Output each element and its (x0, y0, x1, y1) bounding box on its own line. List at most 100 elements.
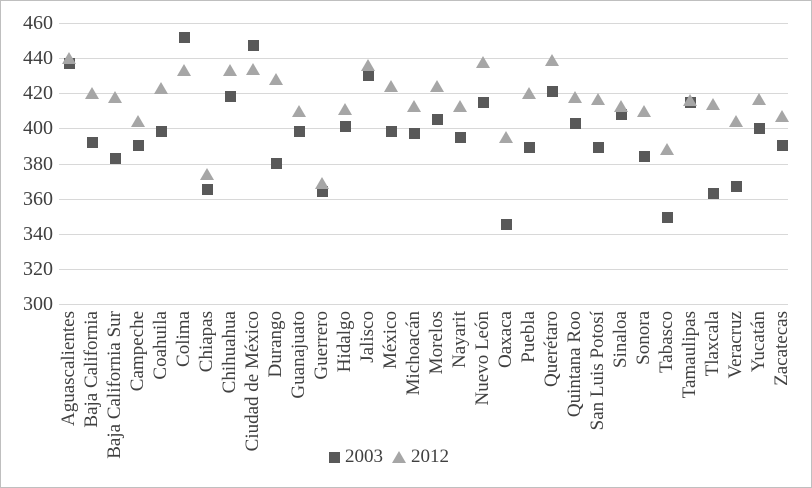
gridline (59, 128, 788, 130)
data-point-square-2003 (753, 122, 765, 134)
data-point-square-2003 (86, 136, 98, 148)
data-point-square-2003 (546, 85, 558, 97)
y-tick-label: 440 (23, 47, 53, 70)
x-category-label: Nayarit (449, 311, 470, 368)
data-point-square-2003 (109, 152, 121, 164)
data-point-triangle-2012 (499, 131, 513, 144)
data-point-triangle-2012 (660, 143, 674, 156)
x-category-label: Querétaro (541, 311, 562, 387)
data-point-square-2003 (638, 150, 650, 162)
data-point-square-2003 (661, 212, 673, 224)
data-point-triangle-2012 (614, 99, 628, 112)
data-point-triangle-2012 (338, 103, 352, 116)
data-point-square-2003 (707, 187, 719, 199)
data-point-triangle-2012 (361, 59, 375, 72)
data-point-triangle-2012 (200, 168, 214, 181)
data-point-triangle-2012 (384, 80, 398, 93)
data-point-triangle-2012 (591, 92, 605, 105)
gridline (59, 304, 788, 305)
data-point-triangle-2012 (775, 110, 789, 123)
data-point-triangle-2012 (246, 62, 260, 75)
data-point-triangle-2012 (223, 64, 237, 77)
data-point-square-2003 (132, 140, 144, 152)
x-category-label: Sinaloa (610, 311, 631, 368)
gridline (59, 93, 788, 95)
data-point-square-2003 (615, 108, 627, 120)
data-point-triangle-2012 (683, 94, 697, 107)
gridline (59, 23, 788, 24)
legend-item-2003: 2003 (329, 446, 383, 468)
x-category-label: Tamaulipas (679, 311, 700, 399)
x-category-label: Yucatán (748, 311, 769, 373)
x-category-label: Durango (265, 311, 286, 378)
data-point-square-2003 (569, 117, 581, 129)
data-point-triangle-2012 (430, 80, 444, 93)
x-category-label: Puebla (518, 311, 539, 363)
data-point-square-2003 (477, 96, 489, 108)
data-point-triangle-2012 (729, 115, 743, 128)
data-point-triangle-2012 (637, 104, 651, 117)
x-category-label: Tabasco (656, 311, 677, 373)
y-tick-label: 340 (23, 222, 53, 245)
data-point-square-2003 (201, 184, 213, 196)
data-point-triangle-2012 (407, 99, 421, 112)
x-category-label: Ciudad de México (242, 311, 263, 452)
x-category-label: Tlaxcala (702, 311, 723, 377)
data-point-triangle-2012 (62, 52, 76, 65)
x-category-label: Quintana Roo (564, 311, 585, 418)
y-tick-label: 460 (23, 12, 53, 34)
data-point-square-2003 (316, 186, 328, 198)
x-category-label: Baja California Sur (104, 311, 125, 459)
data-point-square-2003 (247, 40, 259, 52)
gridline (59, 58, 788, 60)
data-point-square-2003 (224, 91, 236, 103)
x-category-label: Zacatecas (771, 311, 792, 386)
data-point-square-2003 (178, 31, 190, 43)
gridline (59, 233, 788, 235)
y-tick-label: 320 (23, 257, 53, 280)
legend-label-2012: 2012 (411, 446, 449, 467)
data-point-triangle-2012 (453, 99, 467, 112)
data-point-square-2003 (776, 140, 788, 152)
data-point-square-2003 (523, 142, 535, 154)
data-point-triangle-2012 (85, 87, 99, 100)
data-point-triangle-2012 (154, 81, 168, 94)
data-point-triangle-2012 (315, 176, 329, 189)
data-point-square-2003 (431, 114, 443, 126)
data-point-triangle-2012 (706, 97, 720, 110)
data-point-triangle-2012 (131, 115, 145, 128)
y-tick-label: 360 (23, 187, 53, 210)
gridline (59, 268, 788, 270)
legend-label-2003: 2003 (345, 446, 383, 467)
data-point-square-2003 (500, 219, 512, 231)
data-point-triangle-2012 (752, 92, 766, 105)
x-category-label: Nuevo León (472, 311, 493, 406)
x-category-label: Aguascalientes (58, 311, 79, 427)
gridline (59, 163, 788, 165)
x-category-label: Chihuahua (219, 311, 240, 394)
data-point-triangle-2012 (545, 53, 559, 66)
data-point-triangle-2012 (292, 104, 306, 117)
y-tick-label: 400 (23, 117, 53, 140)
gridline (59, 198, 788, 200)
data-point-triangle-2012 (269, 73, 283, 86)
x-category-label: Veracruz (725, 311, 746, 379)
data-point-triangle-2012 (568, 90, 582, 103)
x-category-label: Baja California (81, 311, 102, 428)
data-point-square-2003 (293, 126, 305, 138)
data-point-square-2003 (362, 70, 374, 82)
x-category-label: Sonora (633, 311, 654, 365)
square-marker-icon (329, 451, 340, 463)
x-category-label: Campeche (127, 311, 148, 392)
data-point-square-2003 (408, 128, 420, 140)
x-category-label: Coahuila (150, 311, 171, 380)
legend-item-2012: 2012 (392, 446, 449, 468)
data-point-triangle-2012 (522, 87, 536, 100)
y-tick-label: 300 (23, 293, 53, 315)
data-point-square-2003 (155, 126, 167, 138)
x-category-label: Chiapas (196, 311, 217, 373)
data-point-square-2003 (592, 142, 604, 154)
data-point-square-2003 (270, 158, 282, 169)
y-tick-label: 380 (23, 152, 53, 175)
